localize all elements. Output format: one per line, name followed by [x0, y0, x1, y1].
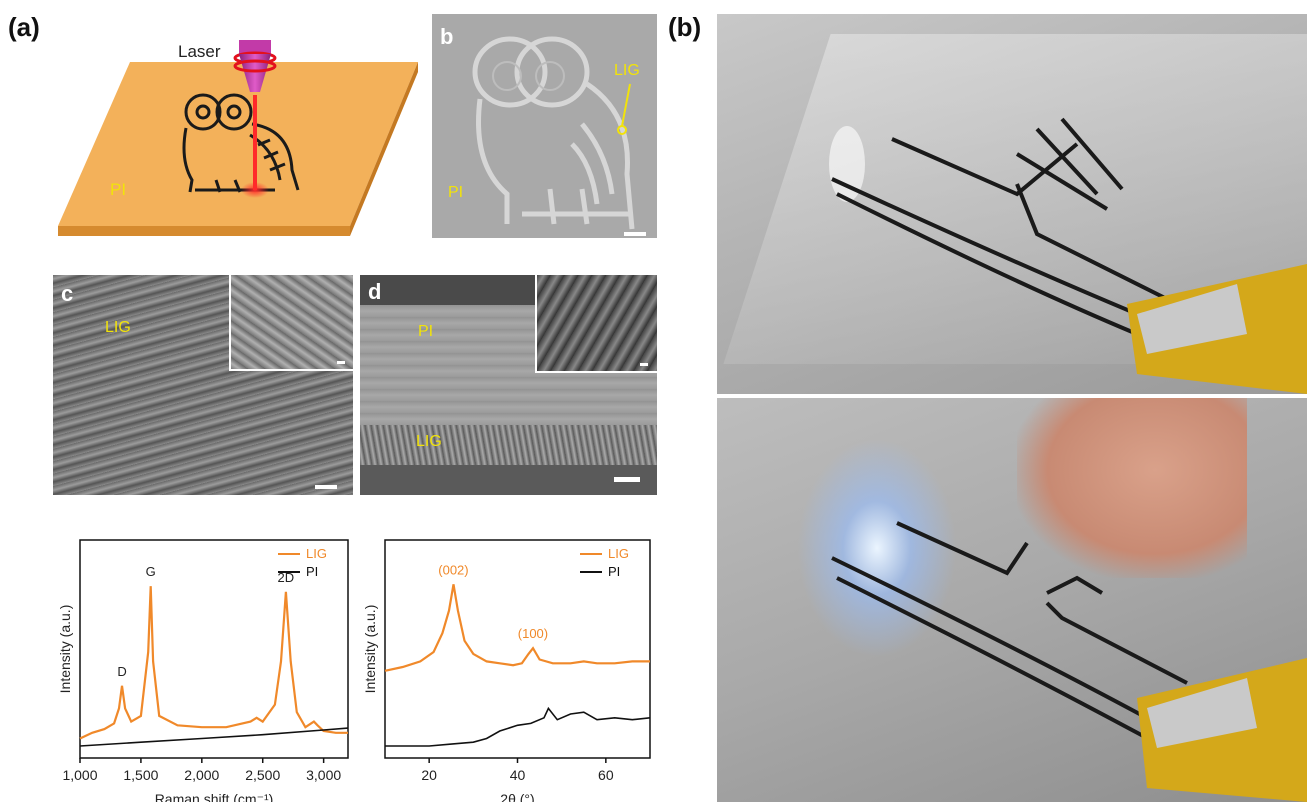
series-line-pi [385, 706, 651, 747]
pi-label-d: PI [418, 323, 434, 340]
inset-d [535, 275, 657, 373]
sem-image-c: c LIG [53, 275, 353, 495]
scale-bar-c [315, 485, 337, 489]
subpanel-b-label: b [440, 24, 454, 49]
lig-label-d: LIG [416, 433, 442, 450]
x-tick-label: 2,500 [245, 767, 280, 783]
xrd-chart: 20 40 60 2θ (°) Intensity (a.u.) LIG PI (002) (1… [362, 539, 651, 802]
plot-frame [79, 539, 349, 759]
panel-a-label: (a) [8, 12, 40, 42]
x-axis-label: Raman shift (cm⁻¹) [155, 791, 274, 802]
subpanel-d-label: d [368, 279, 382, 304]
legend-label: LIG [608, 546, 629, 561]
y-axis-label: Intensity (a.u.) [57, 605, 73, 694]
finger [1017, 398, 1247, 578]
series-line-lig [384, 584, 650, 672]
circuit-traces-on [831, 521, 1307, 802]
pi-substrate [58, 62, 418, 226]
lig-label-c: LIG [105, 319, 131, 336]
inset-scale-bar-c [337, 361, 345, 364]
y-axis-label: Intensity (a.u.) [362, 605, 378, 694]
x-tick-label: 2,000 [184, 767, 219, 783]
x-tick-label: 1,500 [123, 767, 158, 783]
pi-label-b: PI [448, 184, 464, 201]
legend-label: PI [306, 564, 318, 579]
laser-head [239, 40, 271, 54]
device-photo-on [717, 398, 1307, 802]
peak-label: 2D [278, 570, 295, 585]
legend-label: LIG [306, 546, 327, 561]
laser-label: Laser [178, 42, 221, 61]
peak-label: (100) [518, 626, 548, 641]
x-tick-label: 60 [598, 767, 614, 783]
peak-label: (002) [438, 562, 468, 577]
sem-image-d: d PI LIG [360, 275, 657, 495]
x-tick-label: 3,000 [306, 767, 341, 783]
owl-sem-outline [472, 36, 646, 236]
x-axis-label: 2θ (°) [500, 791, 534, 802]
device-photo-off [717, 14, 1307, 394]
laser-schematic [58, 40, 418, 236]
legend-label: PI [608, 564, 620, 579]
inset-scale-bar-d [640, 363, 648, 366]
circuit-traces-off [829, 117, 1307, 394]
sem-image-b: b LIG PI [432, 14, 657, 238]
peak-label: D [117, 664, 126, 679]
owl-pattern [182, 93, 300, 193]
scale-bar-d [614, 477, 640, 482]
x-tick-label: 1,000 [62, 767, 97, 783]
scale-bar [624, 232, 646, 236]
led-glow [797, 438, 957, 658]
raman-chart: 1,000 1,500 2,000 2,500 3,000 Raman shift (cm… [57, 539, 349, 802]
series-line-pi [79, 727, 349, 747]
inset-c [229, 275, 353, 371]
substrate-label: PI [110, 180, 127, 199]
panel-b-label: (b) [668, 12, 702, 42]
series-line-lig [79, 586, 348, 740]
laser-spot [241, 182, 269, 198]
lig-label-b: LIG [614, 62, 640, 79]
x-tick-label: 20 [421, 767, 437, 783]
peak-label: G [146, 564, 156, 579]
x-tick-label: 40 [510, 767, 526, 783]
subpanel-c-label: c [61, 281, 74, 306]
